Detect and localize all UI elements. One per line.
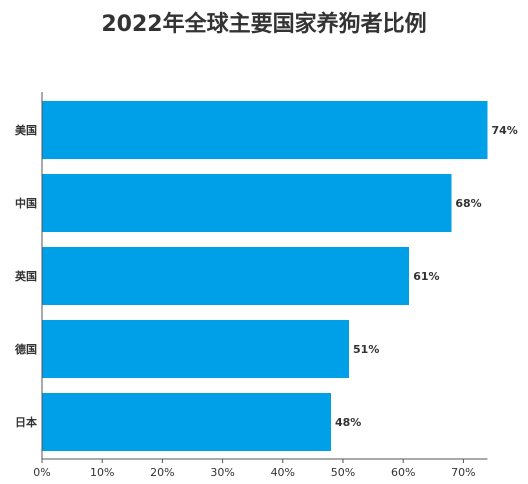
x-tick-label: 60% xyxy=(391,466,415,479)
bar-3 xyxy=(42,247,410,305)
bar-1 xyxy=(42,101,488,159)
axis-layer: 0% 10% 20% 30% 40% 50% 60% 70% xyxy=(33,92,488,479)
category-label: 美国 xyxy=(15,123,37,137)
value-label: 74% xyxy=(491,124,517,137)
value-label: 68% xyxy=(455,197,481,210)
x-tick-label: 0% xyxy=(33,466,50,479)
x-tick-label: 20% xyxy=(150,466,174,479)
x-tick-label: 10% xyxy=(90,466,114,479)
x-tick-label: 30% xyxy=(210,466,234,479)
x-tick-label: 40% xyxy=(271,466,295,479)
bar-5 xyxy=(42,393,331,451)
value-label: 51% xyxy=(353,343,379,356)
x-tick-label: 50% xyxy=(331,466,355,479)
bar-2 xyxy=(42,174,452,232)
chart-title: 2022年全球主要国家养狗者比例 xyxy=(101,12,427,37)
category-label: 中国 xyxy=(15,196,37,210)
category-label: 德国 xyxy=(14,342,37,356)
value-label: 48% xyxy=(335,416,361,429)
bar-4 xyxy=(42,320,350,378)
bars-layer: 美国 74% 中国 68% 英国 61% 德国 51% 日本 48% xyxy=(14,101,518,451)
x-tick-label: 70% xyxy=(451,466,475,479)
value-label: 61% xyxy=(413,270,439,283)
category-label: 日本 xyxy=(15,415,37,429)
category-label: 英国 xyxy=(14,269,37,283)
